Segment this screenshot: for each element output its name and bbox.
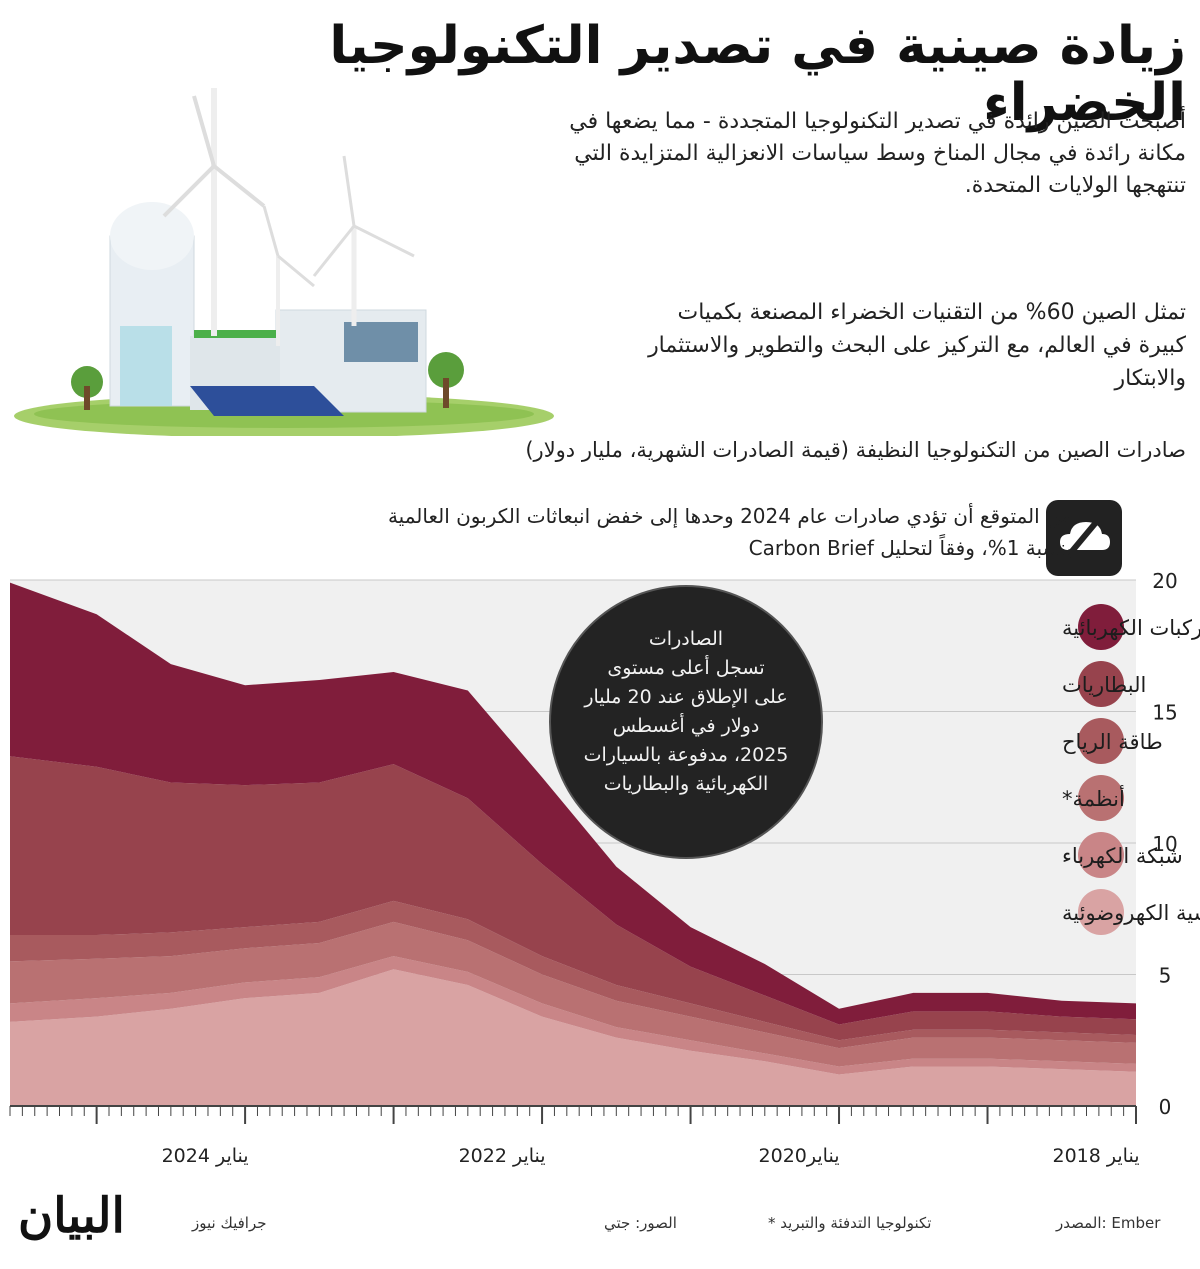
chart-title: صادرات الصين من التكنولوجيا النظيفة (قيم… (525, 438, 1186, 462)
area-series (10, 582, 1136, 1025)
callout-line: دولار في أغسطس (613, 713, 760, 737)
legend-label: البطاريات (1062, 673, 1146, 697)
intro-paragraph: أصبحت الصين رائدة في تصدير التكنولوجيا ا… (569, 109, 1186, 198)
y-tick-label: 0 (1159, 1095, 1172, 1119)
area-series (10, 956, 1136, 1075)
carbon-brief-note: من المتوقع أن تؤدي صادرات عام 2024 وحدها… (252, 500, 1072, 564)
y-tick-label: 20 (1152, 569, 1177, 593)
albayan-logo: البيان (18, 1188, 125, 1244)
peak-callout: الصادرات تسجل أعلى مستوى على الإطلاق عند 2… (549, 585, 823, 859)
legend-swatch (1078, 718, 1124, 764)
footnote: * تكنولوجيا التدفئة والتبريد (768, 1214, 932, 1232)
share-paragraph: تمثل الصين 60% من التقنيات الخضراء المصن… (648, 300, 1186, 391)
x-tick-label: يناير 2024 (162, 1145, 249, 1167)
graphics-credit: جرافيك نيوز (192, 1214, 267, 1232)
legend-swatch (1078, 604, 1124, 650)
callout-circle (549, 585, 823, 859)
note-line-2: بنسبة 1%، وفقاً لتحليل Carbon Brief (748, 536, 1072, 560)
area-series (10, 900, 1136, 1049)
y-tick-label: 15 (1152, 701, 1177, 725)
photos-credit: الصور: جتي (604, 1214, 677, 1232)
legend-swatch (1078, 832, 1124, 878)
y-tick-label: 10 (1152, 832, 1177, 856)
legend-label: المركبات الكهربائية (1062, 616, 1200, 640)
area-series (10, 969, 1136, 1106)
footer: البيان جرافيك نيوز الصور: جتي * تكنولوجي… (0, 1180, 1200, 1269)
x-tick-label: يناير 2022 (459, 1145, 546, 1167)
legend-label: أنظمة* (1062, 785, 1125, 811)
callout-line: 2025، مدفوعة بالسيارات (584, 744, 789, 766)
legend-label: شبكة الكهرباء (1062, 844, 1183, 868)
legend-swatch (1078, 661, 1124, 707)
callout-line: الكهربائية والبطاريات (604, 773, 769, 795)
y-tick-label: 5 (1159, 964, 1172, 988)
area-series (10, 921, 1136, 1067)
area-series (10, 756, 1136, 1041)
page-title: زيادة صينية في تصدير التكنولوجيا الخضراء (329, 16, 1186, 134)
legend-label: الطاقة الشمسية الكهروضوئية (1062, 901, 1200, 925)
source-credit: المصدر: Ember (1056, 1214, 1161, 1232)
legend-swatch (1078, 889, 1124, 935)
legend-label: طاقة الرياح (1062, 730, 1163, 754)
wind-solar-illustration (14, 86, 574, 438)
carbon-brief-logo-icon (1046, 500, 1122, 576)
callout-line: الصادرات (649, 628, 723, 650)
x-tick-label: يناير 2018 (1053, 1145, 1140, 1167)
x-tick-label: يناير2020 (759, 1145, 840, 1167)
note-line-1: من المتوقع أن تؤدي صادرات عام 2024 وحدها… (387, 504, 1072, 528)
callout-line: تسجل أعلى مستوى (607, 655, 764, 679)
legend-swatch (1078, 775, 1124, 821)
exports-chart: يناير 2018 يناير2020 يناير 2022 يناير 2024 0… (0, 560, 1200, 1180)
callout-line: على الإطلاق عند 20 مليار (583, 686, 787, 708)
